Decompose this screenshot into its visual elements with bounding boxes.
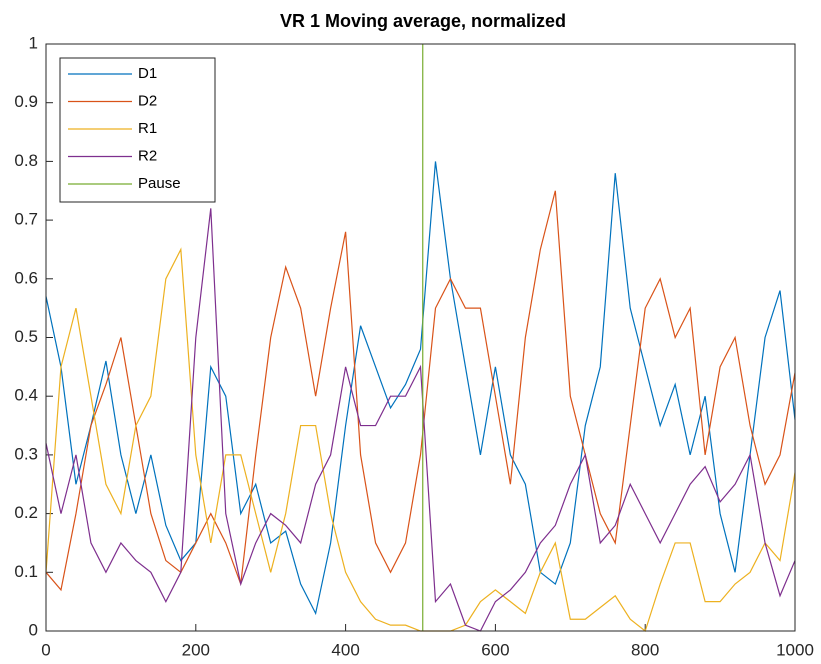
y-tick-label: 0.2 [14, 503, 38, 522]
y-tick-label: 0.1 [14, 562, 38, 581]
series-line [45, 208, 796, 632]
y-tick-label: 0.6 [14, 268, 38, 287]
axes-box [45, 43, 796, 632]
y-tick-label: 0.7 [14, 210, 38, 229]
x-tick-label: 600 [481, 640, 509, 659]
legend-label: D2 [138, 92, 157, 109]
y-tick-label: 0.9 [14, 92, 38, 111]
x-tick-label: 800 [631, 640, 659, 659]
y-tick-label: 0.8 [14, 151, 38, 170]
legend-label: D1 [138, 65, 157, 82]
y-tick-label: 0 [29, 620, 38, 639]
y-tick-label: 0.3 [14, 444, 38, 463]
x-tick-label: 1000 [776, 640, 814, 659]
series-line [45, 161, 796, 616]
x-tick-label: 200 [182, 640, 210, 659]
legend-box [59, 57, 216, 203]
x-tick-label: 0 [41, 640, 50, 659]
y-tick-label: 0.4 [14, 386, 38, 405]
chart-title: VR 1 Moving average, normalized [280, 11, 566, 31]
legend-label: R2 [138, 147, 157, 164]
series-line [45, 190, 796, 592]
y-tick-label: 0.5 [14, 327, 38, 346]
y-tick-label: 1 [29, 33, 38, 52]
legend-label: Pause [138, 175, 181, 192]
x-tick-label: 400 [331, 640, 359, 659]
legend-label: R1 [138, 120, 157, 137]
